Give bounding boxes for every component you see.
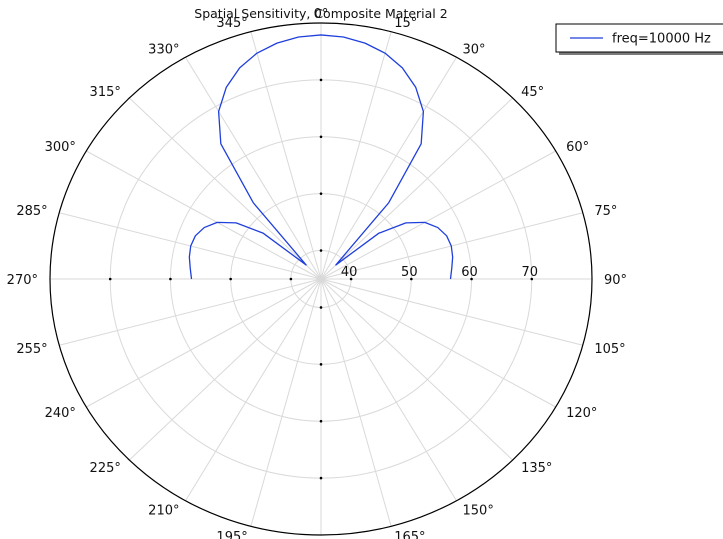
angle-tick-label: 315°: [90, 85, 121, 100]
radial-tick-label: 60: [461, 265, 478, 280]
angle-tick-label: 165°: [394, 530, 425, 539]
radial-tick-mark: [108, 277, 112, 281]
radial-tick-mark: [319, 476, 323, 480]
angle-tick-label: 75°: [594, 204, 617, 219]
radial-tick-label: 70: [522, 265, 539, 280]
angle-tick-label: 105°: [594, 342, 625, 357]
radial-tick-mark: [229, 277, 232, 281]
legend-label: freq=10000 Hz: [612, 32, 711, 47]
radial-tick-mark: [319, 306, 323, 309]
radial-tick-mark: [349, 277, 353, 281]
angle-tick-label: 330°: [148, 43, 179, 58]
angle-tick-label: 270°: [7, 273, 38, 288]
grid-spoke: [129, 97, 322, 280]
radial-tick-mark: [319, 135, 323, 139]
angle-tick-label: 345°: [216, 16, 247, 31]
grid-spoke: [320, 278, 513, 461]
grid-spoke: [59, 278, 322, 346]
radial-tick-mark: [470, 277, 473, 281]
grid-spoke: [320, 97, 513, 280]
radial-tick-label: 40: [341, 265, 358, 280]
radial-tick-mark: [319, 363, 323, 366]
grid-spoke: [129, 278, 322, 461]
chart-title: Spatial Sensitivity, Composite Material …: [194, 6, 447, 21]
angle-tick-label: 255°: [16, 342, 47, 357]
grid-spoke: [320, 150, 556, 280]
grid-spoke: [320, 31, 392, 280]
polar-grid: [50, 23, 592, 535]
angle-tick-label: 150°: [463, 503, 494, 518]
polar-axis: 0° 15° 30° 45° 60° 75° 90° 105° 120° 135° 150° 165°…: [7, 7, 627, 539]
legend: freq=10000 Hz: [555, 23, 723, 55]
angle-tick-label: 120°: [566, 406, 597, 421]
radial-tick-mark: [319, 419, 323, 423]
angle-tick-label: 45°: [521, 85, 544, 100]
radial-tick-mark: [289, 277, 293, 281]
grid-spoke: [250, 278, 322, 527]
radial-tick-mark: [169, 277, 172, 281]
angle-tick-label: 285°: [16, 204, 47, 219]
radial-tick-label: 50: [401, 265, 418, 280]
grid-spoke: [86, 278, 322, 408]
angle-tick-label: 135°: [521, 461, 552, 476]
radial-tick-mark: [319, 249, 323, 252]
grid-spoke: [320, 278, 583, 346]
angle-tick-label: 60°: [566, 140, 589, 155]
radial-tick-mark: [410, 277, 413, 281]
radial-tick-mark: [319, 78, 323, 82]
grid-spoke: [185, 57, 322, 280]
series-layer: [188, 34, 454, 280]
grid-spoke: [320, 278, 392, 527]
angle-tick-label: 240°: [45, 406, 76, 421]
polar-boundary: [49, 22, 593, 536]
angle-tick-label: 225°: [90, 461, 121, 476]
grid-spoke: [86, 150, 322, 280]
grid-spoke: [320, 57, 457, 280]
angle-tick-label: 30°: [463, 43, 486, 58]
angle-tick-label: 90°: [604, 273, 627, 288]
grid-spoke: [320, 278, 556, 408]
angle-tick-label: 210°: [148, 503, 179, 518]
angle-tick-label: 195°: [216, 530, 247, 539]
radial-tick-mark: [319, 192, 323, 195]
angle-tick-label: 0°: [314, 7, 329, 22]
grid-spoke: [320, 278, 457, 501]
angle-tick-label: 300°: [45, 140, 76, 155]
series-line: [188, 34, 454, 280]
radial-tick-mark: [530, 277, 534, 281]
grid-spoke: [250, 31, 322, 280]
grid-spoke: [185, 278, 322, 501]
angle-tick-label: 15°: [394, 16, 417, 31]
